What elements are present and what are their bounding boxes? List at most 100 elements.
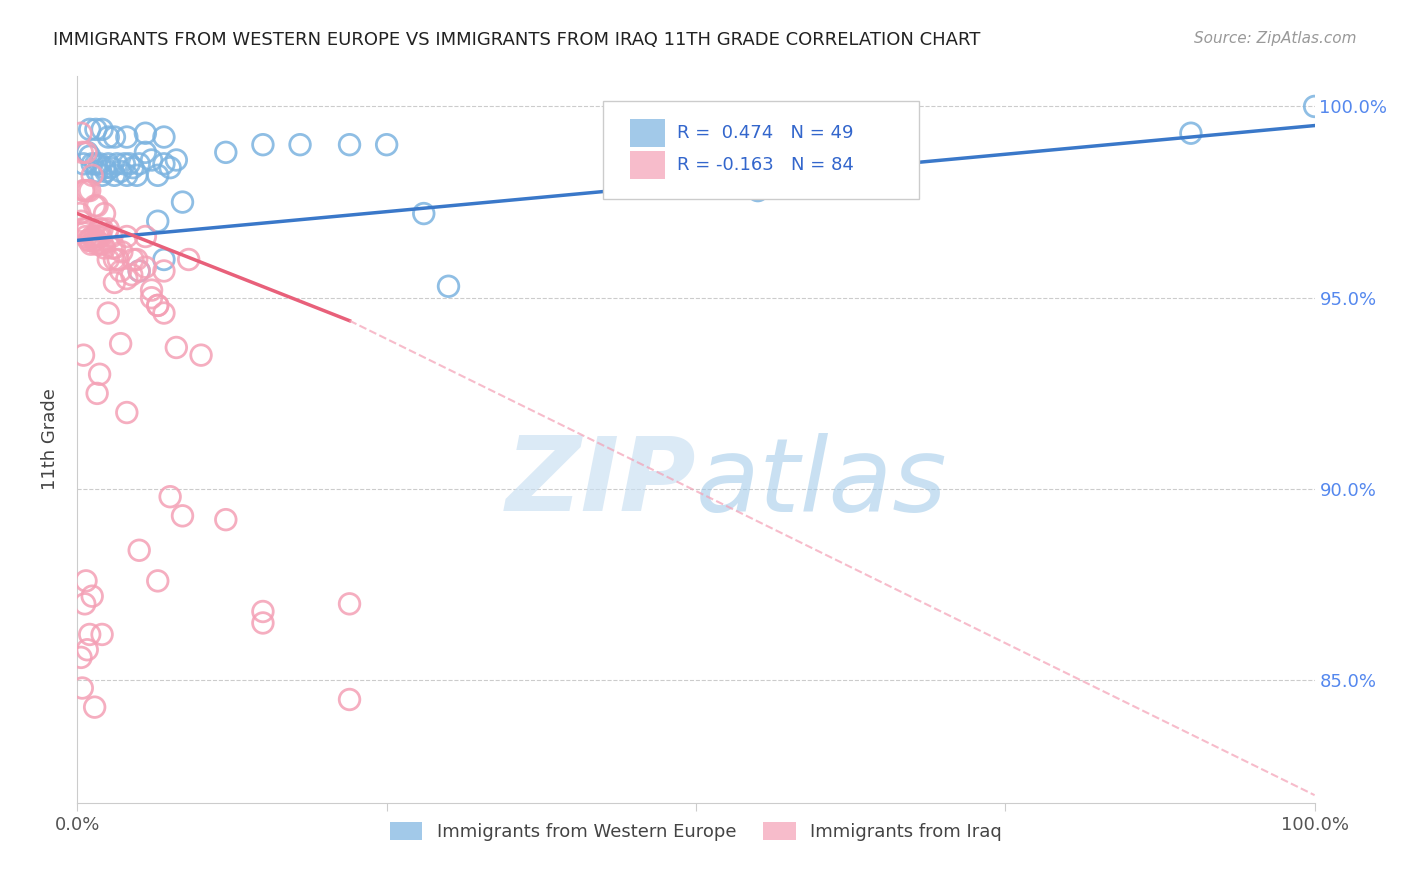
Point — [1180, 126, 1202, 140]
Point — [75, 229, 97, 244]
Point — [125, 169, 148, 183]
Text: ZIP: ZIP — [505, 433, 696, 533]
Point — [91, 169, 114, 183]
Point — [101, 229, 124, 244]
Point — [89, 222, 111, 236]
Point — [90, 229, 112, 244]
Point — [141, 291, 163, 305]
Point — [91, 627, 114, 641]
Point — [70, 126, 93, 140]
FancyBboxPatch shape — [603, 102, 918, 200]
Point — [75, 574, 97, 588]
Point — [215, 145, 238, 160]
Point — [72, 348, 94, 362]
Point — [141, 283, 163, 297]
Point — [73, 222, 96, 236]
Point — [122, 252, 145, 267]
Point — [288, 137, 311, 152]
Point — [72, 222, 94, 236]
Point — [72, 681, 94, 695]
Text: atlas: atlas — [696, 433, 948, 533]
Point — [82, 169, 104, 183]
Point — [121, 268, 143, 282]
Point — [128, 264, 150, 278]
Point — [118, 157, 141, 171]
Point — [79, 184, 101, 198]
Point — [215, 513, 238, 527]
Point — [93, 241, 115, 255]
Point — [252, 137, 274, 152]
Point — [1303, 99, 1326, 113]
Point — [93, 206, 115, 220]
Point — [103, 241, 125, 255]
Point — [134, 145, 156, 160]
Point — [86, 164, 108, 178]
Point — [159, 490, 181, 504]
Point — [97, 130, 120, 145]
Point — [101, 241, 124, 255]
Point — [84, 122, 107, 136]
Point — [252, 615, 274, 630]
Point — [190, 348, 212, 362]
Point — [339, 597, 361, 611]
Point — [115, 130, 138, 145]
Point — [82, 589, 104, 603]
Legend: Immigrants from Western Europe, Immigrants from Iraq: Immigrants from Western Europe, Immigran… — [382, 814, 1010, 848]
Point — [128, 543, 150, 558]
Text: Source: ZipAtlas.com: Source: ZipAtlas.com — [1194, 31, 1357, 46]
Point — [153, 130, 176, 145]
Point — [70, 214, 93, 228]
Point — [83, 229, 105, 244]
Point — [84, 233, 107, 247]
Point — [97, 306, 120, 320]
Point — [437, 279, 460, 293]
Point — [91, 222, 114, 236]
Point — [79, 122, 101, 136]
Point — [76, 222, 98, 236]
Point — [153, 306, 176, 320]
Point — [153, 252, 176, 267]
Point — [128, 157, 150, 171]
Point — [94, 164, 117, 178]
Point — [141, 153, 163, 167]
Point — [146, 169, 169, 183]
Point — [110, 264, 132, 278]
Point — [412, 206, 434, 220]
Point — [122, 161, 145, 175]
Point — [339, 692, 361, 706]
Point — [86, 237, 108, 252]
Point — [128, 264, 150, 278]
Point — [125, 252, 148, 267]
Point — [146, 298, 169, 312]
Point — [103, 130, 125, 145]
Point — [153, 264, 176, 278]
Point — [165, 341, 187, 355]
Point — [86, 386, 108, 401]
Bar — [630, 152, 665, 179]
Point — [89, 368, 111, 382]
Point — [146, 298, 169, 312]
Bar — [630, 120, 665, 147]
Point — [115, 405, 138, 419]
Point — [177, 252, 200, 267]
Text: IMMIGRANTS FROM WESTERN EUROPE VS IMMIGRANTS FROM IRAQ 11TH GRADE CORRELATION CH: IMMIGRANTS FROM WESTERN EUROPE VS IMMIGR… — [53, 31, 981, 49]
Point — [103, 169, 125, 183]
Point — [97, 252, 120, 267]
Point — [93, 161, 115, 175]
Point — [110, 336, 132, 351]
Point — [375, 137, 398, 152]
Point — [89, 237, 111, 252]
Point — [252, 605, 274, 619]
Point — [146, 214, 169, 228]
Point — [76, 642, 98, 657]
Point — [103, 276, 125, 290]
Point — [112, 157, 135, 171]
Point — [80, 237, 103, 252]
Point — [103, 252, 125, 267]
Point — [100, 161, 122, 175]
Point — [146, 574, 169, 588]
Point — [107, 252, 129, 267]
Point — [72, 184, 94, 198]
Point — [134, 229, 156, 244]
Point — [77, 233, 100, 247]
